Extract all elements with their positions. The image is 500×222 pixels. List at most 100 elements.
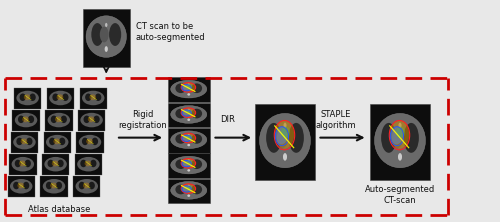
Ellipse shape [170,182,207,199]
Ellipse shape [183,161,191,168]
Ellipse shape [88,182,95,189]
Ellipse shape [182,85,190,90]
FancyBboxPatch shape [78,110,106,131]
Ellipse shape [100,27,108,42]
Ellipse shape [186,135,192,139]
Ellipse shape [13,182,20,189]
Ellipse shape [182,184,196,193]
Ellipse shape [28,115,34,123]
Ellipse shape [284,123,286,128]
Ellipse shape [16,138,22,145]
Ellipse shape [104,46,108,52]
Ellipse shape [15,113,38,127]
Ellipse shape [52,93,59,101]
FancyBboxPatch shape [9,154,36,175]
Ellipse shape [192,185,202,194]
Ellipse shape [283,153,287,161]
FancyBboxPatch shape [46,88,74,109]
Ellipse shape [20,139,28,144]
Text: CT scan to be
auto-segmented: CT scan to be auto-segmented [136,22,205,42]
Ellipse shape [56,94,64,100]
Ellipse shape [374,113,426,168]
Text: STAPLE
algorithm: STAPLE algorithm [316,110,356,130]
Ellipse shape [26,138,32,145]
Ellipse shape [396,127,405,138]
FancyBboxPatch shape [168,128,210,153]
Ellipse shape [49,91,72,105]
Ellipse shape [46,135,68,149]
Ellipse shape [85,93,91,101]
Ellipse shape [188,93,190,96]
Ellipse shape [30,93,36,101]
Ellipse shape [188,169,190,172]
FancyBboxPatch shape [74,154,102,175]
Ellipse shape [188,194,190,197]
Ellipse shape [275,121,294,149]
Ellipse shape [186,85,192,88]
Ellipse shape [80,160,86,167]
Ellipse shape [183,186,191,193]
Ellipse shape [13,135,36,149]
Ellipse shape [281,127,290,138]
Ellipse shape [59,138,66,145]
Ellipse shape [14,160,21,167]
Ellipse shape [192,83,202,93]
Ellipse shape [176,159,186,169]
Ellipse shape [176,109,186,118]
Ellipse shape [18,115,24,123]
Ellipse shape [60,115,67,123]
Ellipse shape [381,123,396,153]
Ellipse shape [188,184,190,186]
Ellipse shape [86,139,93,144]
Ellipse shape [12,157,34,171]
Ellipse shape [88,116,94,122]
Ellipse shape [188,144,190,146]
Text: Rigid
registration: Rigid registration [118,110,167,130]
FancyBboxPatch shape [12,110,40,131]
Ellipse shape [20,93,26,101]
Text: DIR: DIR [220,115,235,124]
Ellipse shape [16,91,39,105]
Ellipse shape [109,23,121,46]
FancyBboxPatch shape [8,176,35,197]
Ellipse shape [90,94,96,100]
FancyBboxPatch shape [73,176,101,197]
Ellipse shape [92,138,98,145]
FancyBboxPatch shape [168,153,210,178]
Ellipse shape [176,83,186,93]
Ellipse shape [182,110,190,116]
Ellipse shape [23,182,30,189]
Ellipse shape [390,121,409,149]
Ellipse shape [188,83,190,85]
Ellipse shape [182,135,190,141]
Ellipse shape [176,185,186,194]
FancyBboxPatch shape [10,132,38,153]
Ellipse shape [24,94,30,100]
FancyBboxPatch shape [14,88,42,109]
Ellipse shape [176,134,186,144]
Ellipse shape [276,127,287,144]
FancyBboxPatch shape [168,103,210,127]
Ellipse shape [105,23,108,27]
Ellipse shape [44,157,67,171]
Ellipse shape [49,138,56,145]
Ellipse shape [170,80,207,98]
Text: Atlas database: Atlas database [28,205,90,214]
Ellipse shape [182,133,196,142]
Ellipse shape [54,139,60,144]
Ellipse shape [192,159,202,169]
Ellipse shape [182,108,196,117]
Ellipse shape [398,153,402,161]
Ellipse shape [288,123,304,153]
Ellipse shape [170,106,207,123]
Ellipse shape [186,161,192,164]
Ellipse shape [78,182,85,189]
Ellipse shape [52,161,59,166]
Ellipse shape [188,159,190,161]
FancyBboxPatch shape [40,176,68,197]
Ellipse shape [48,113,70,127]
Ellipse shape [22,116,29,122]
Ellipse shape [10,179,32,194]
Ellipse shape [188,119,190,121]
Ellipse shape [46,182,52,189]
